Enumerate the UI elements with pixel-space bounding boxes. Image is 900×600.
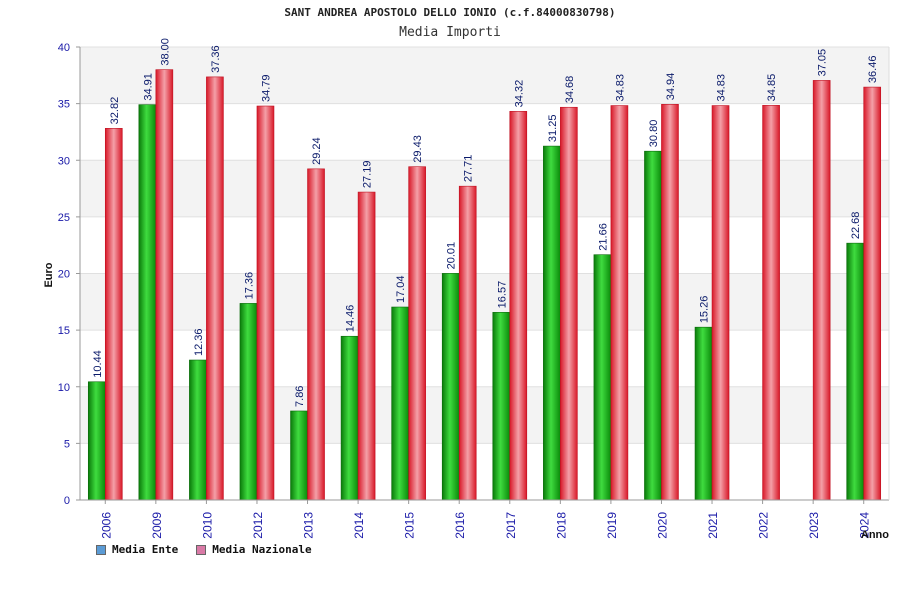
x-tick-label-2020: 2020 — [655, 512, 669, 539]
data-label: 38.00 — [159, 38, 171, 66]
y-tick-label: 30 — [58, 155, 70, 167]
data-label: 34.79 — [260, 74, 272, 102]
x-tick-label-2013: 2013 — [302, 512, 316, 539]
bar-media-nazionale-2016 — [458, 185, 477, 501]
y-tick-label: 0 — [64, 495, 70, 507]
data-label: 36.46 — [867, 56, 879, 84]
data-label: 37.05 — [817, 49, 829, 77]
data-label: 14.46 — [345, 305, 357, 333]
legend-label-media-nazionale: Media Nazionale — [212, 543, 312, 556]
x-tick-label-2019: 2019 — [605, 512, 619, 539]
data-label: 34.85 — [766, 74, 778, 102]
bar-media-nazionale-2013 — [307, 168, 325, 501]
y-tick-label: 40 — [58, 42, 70, 54]
bar-media-ente-2021 — [694, 326, 713, 501]
y-tick-label: 5 — [64, 438, 70, 450]
bar-media-nazionale-2023 — [812, 80, 831, 501]
x-tick-label-2024: 2024 — [858, 512, 872, 539]
bar-media-ente-2017 — [492, 312, 511, 501]
legend: Media Ente Media Nazionale — [96, 543, 312, 556]
data-label: 34.94 — [665, 73, 677, 101]
legend-item-media-ente: Media Ente — [96, 543, 178, 556]
data-label: 17.36 — [243, 272, 255, 300]
data-label: 20.01 — [446, 242, 458, 270]
bar-media-nazionale-2018 — [560, 106, 578, 501]
legend-swatch-media-ente — [96, 544, 106, 555]
data-label: 29.24 — [311, 137, 323, 165]
bar-media-nazionale-2019 — [610, 105, 629, 501]
bar-media-nazionale-2017 — [509, 111, 528, 501]
bar-media-nazionale-2020 — [661, 104, 679, 501]
data-label: 34.91 — [142, 73, 154, 101]
data-label: 30.80 — [648, 120, 660, 148]
bar-media-ente-2010 — [189, 359, 207, 501]
data-label: 7.86 — [294, 386, 306, 407]
y-tick-label: 20 — [58, 269, 70, 281]
x-tick-label-2022: 2022 — [757, 512, 771, 539]
legend-item-media-nazionale: Media Nazionale — [196, 543, 312, 556]
chart-subtitle: Media Importi — [399, 25, 501, 40]
bar-media-ente-2018 — [543, 145, 561, 501]
x-tick-label-2014: 2014 — [352, 512, 366, 539]
data-label: 16.57 — [496, 281, 508, 309]
bar-media-nazionale-2014 — [357, 191, 376, 501]
x-tick-label-2012: 2012 — [251, 512, 265, 539]
data-label: 21.66 — [597, 223, 609, 251]
x-tick-label-2006: 2006 — [99, 512, 113, 539]
data-label: 34.83 — [614, 74, 626, 102]
bar-media-ente-2019 — [593, 254, 612, 501]
data-label: 37.36 — [210, 45, 222, 73]
x-axis-label: Anno — [861, 529, 889, 541]
bar-media-nazionale-2022 — [762, 105, 780, 501]
bar-media-nazionale-2006 — [104, 128, 123, 501]
legend-label-media-ente: Media Ente — [112, 543, 179, 556]
legend-swatch-media-nazionale — [196, 544, 207, 555]
chart-title: SANT ANDREA APOSTOLO DELLO IONIO (c.f.84… — [284, 6, 616, 19]
x-tick-label-2018: 2018 — [554, 512, 568, 539]
x-tick-label-2021: 2021 — [706, 512, 720, 539]
bar-media-ente-2016 — [441, 273, 460, 501]
y-tick-label: 35 — [58, 99, 70, 111]
bar-media-nazionale-2012 — [256, 105, 275, 501]
data-label: 22.68 — [850, 212, 862, 240]
y-tick-label: 25 — [58, 212, 70, 224]
bar-media-ente-2020 — [644, 150, 662, 501]
data-label: 32.82 — [109, 97, 121, 125]
data-label: 34.83 — [716, 74, 728, 102]
x-tick-label-2023: 2023 — [807, 512, 821, 539]
data-label: 15.26 — [699, 296, 711, 324]
data-label: 10.44 — [92, 350, 104, 378]
data-label: 27.71 — [463, 155, 475, 183]
data-label: 34.68 — [564, 76, 576, 104]
y-tick-label: 15 — [58, 325, 70, 337]
x-tick-label-2010: 2010 — [200, 512, 214, 539]
y-tick-label: 10 — [58, 382, 70, 394]
bar-media-ente-2009 — [138, 104, 157, 501]
bar-media-nazionale-2009 — [155, 69, 174, 501]
y-axis-label: Euro — [43, 262, 55, 287]
bar-media-nazionale-2024 — [863, 86, 882, 501]
bar-media-ente-2014 — [340, 335, 359, 501]
x-tick-label-2016: 2016 — [453, 512, 467, 539]
data-label: 34.32 — [513, 80, 525, 108]
data-label: 17.04 — [395, 275, 407, 303]
data-label: 31.25 — [547, 115, 559, 143]
bar-media-ente-2013 — [290, 410, 308, 501]
bar-media-nazionale-2010 — [206, 76, 224, 501]
bar-media-nazionale-2021 — [711, 105, 730, 501]
x-tick-label-2009: 2009 — [150, 512, 164, 539]
bar-media-nazionale-2015 — [408, 166, 426, 501]
data-label: 12.36 — [193, 328, 205, 356]
data-label: 27.19 — [362, 161, 374, 189]
bar-media-ente-2015 — [391, 306, 409, 501]
data-label: 29.43 — [412, 135, 424, 163]
x-tick-label-2015: 2015 — [403, 512, 417, 539]
x-tick-label-2017: 2017 — [504, 512, 518, 539]
bar-media-ente-2012 — [239, 303, 258, 501]
bar-media-ente-2024 — [846, 242, 865, 501]
bar-media-ente-2006 — [87, 381, 106, 501]
